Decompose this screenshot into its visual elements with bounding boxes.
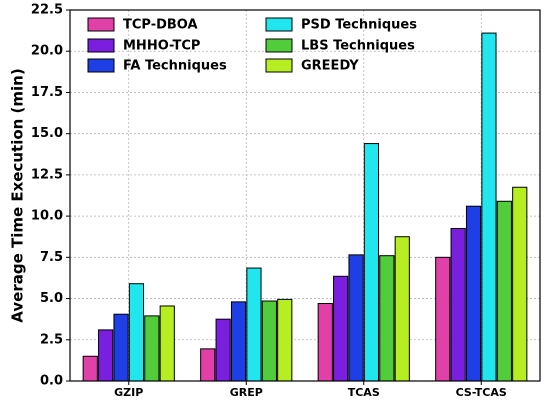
legend-label: MHHO-TCP xyxy=(123,39,200,54)
y-tick-label: 7.5 xyxy=(40,250,63,265)
y-tick-label: 20.0 xyxy=(31,44,63,59)
y-tick-label: 15.0 xyxy=(31,126,63,141)
bar-fa-techniques-grep xyxy=(230,301,247,382)
bars xyxy=(82,32,528,382)
bar-greedy-cs-tcas xyxy=(512,186,528,382)
legend-swatch xyxy=(265,58,293,73)
bar-fa-techniques-cs-tcas xyxy=(465,205,482,382)
bar-mhho-tcp-grep xyxy=(215,318,231,382)
bar-psd-techniques-cs-tcas xyxy=(481,32,497,382)
bar-mhho-tcp-gzip xyxy=(98,329,114,382)
y-tick-label: 12.5 xyxy=(31,167,63,182)
bar-mhho-tcp-tcas xyxy=(333,275,349,382)
bar-fa-techniques-tcas xyxy=(348,254,364,382)
y-tick-label: 22.5 xyxy=(31,3,63,18)
legend-swatch xyxy=(265,17,293,32)
bar-psd-techniques-tcas xyxy=(363,143,380,382)
legend: TCP-DBOA MHHO-TCP FA Techniques PSD Techniq… xyxy=(87,17,417,74)
legend-label: GREEDY xyxy=(301,59,359,74)
bar-lbs-techniques-cs-tcas xyxy=(496,200,512,382)
y-tick-label: 17.5 xyxy=(31,85,63,100)
legend-swatch xyxy=(87,38,115,53)
plot-frame xyxy=(69,9,541,382)
bar-psd-techniques-grep xyxy=(246,267,262,382)
bar-greedy-tcas xyxy=(394,236,410,382)
legend-label: PSD Techniques xyxy=(301,18,417,33)
x-tick-label: CS-TCAS xyxy=(456,386,507,399)
legend-label: TCP-DBOA xyxy=(123,18,198,33)
bar-mhho-tcp-cs-tcas xyxy=(450,227,466,382)
y-tick-label: 10.0 xyxy=(31,209,63,224)
legend-label: FA Techniques xyxy=(123,59,227,74)
legend-swatch xyxy=(265,38,293,53)
legend-swatch xyxy=(87,58,115,73)
bar-fa-techniques-gzip xyxy=(113,313,129,382)
y-tick-label: 2.5 xyxy=(40,332,63,347)
y-tick-label: 0.0 xyxy=(40,374,63,389)
bar-greedy-grep xyxy=(277,298,293,382)
x-axis-ticks: GZIP GREP TCAS CS-TCAS xyxy=(114,381,507,399)
bar-tcp-dboa-cs-tcas xyxy=(435,256,451,382)
bar-lbs-techniques-grep xyxy=(261,300,277,382)
x-tick-label: TCAS xyxy=(348,386,380,399)
y-axis-title: Average Time Execution (min) xyxy=(9,68,27,322)
x-tick-label: GREP xyxy=(230,386,263,399)
bar-lbs-techniques-gzip xyxy=(144,315,160,382)
grid-lines xyxy=(70,9,540,382)
bar-psd-techniques-gzip xyxy=(128,283,145,382)
bar-tcp-dboa-tcas xyxy=(317,303,333,382)
x-tick-label: GZIP xyxy=(114,386,143,399)
y-tick-label: 5.0 xyxy=(40,291,63,306)
bar-tcp-dboa-gzip xyxy=(82,355,98,382)
bar-greedy-gzip xyxy=(159,305,175,382)
y-axis-ticks: 0.0 2.5 5.0 7.5 10.0 12.5 15.0 17.5 20.0 22.5 xyxy=(31,3,70,389)
bar-lbs-techniques-tcas xyxy=(379,255,395,382)
legend-swatch xyxy=(87,17,115,32)
legend-label: LBS Techniques xyxy=(301,39,415,54)
bar-tcp-dboa-grep xyxy=(200,348,216,382)
